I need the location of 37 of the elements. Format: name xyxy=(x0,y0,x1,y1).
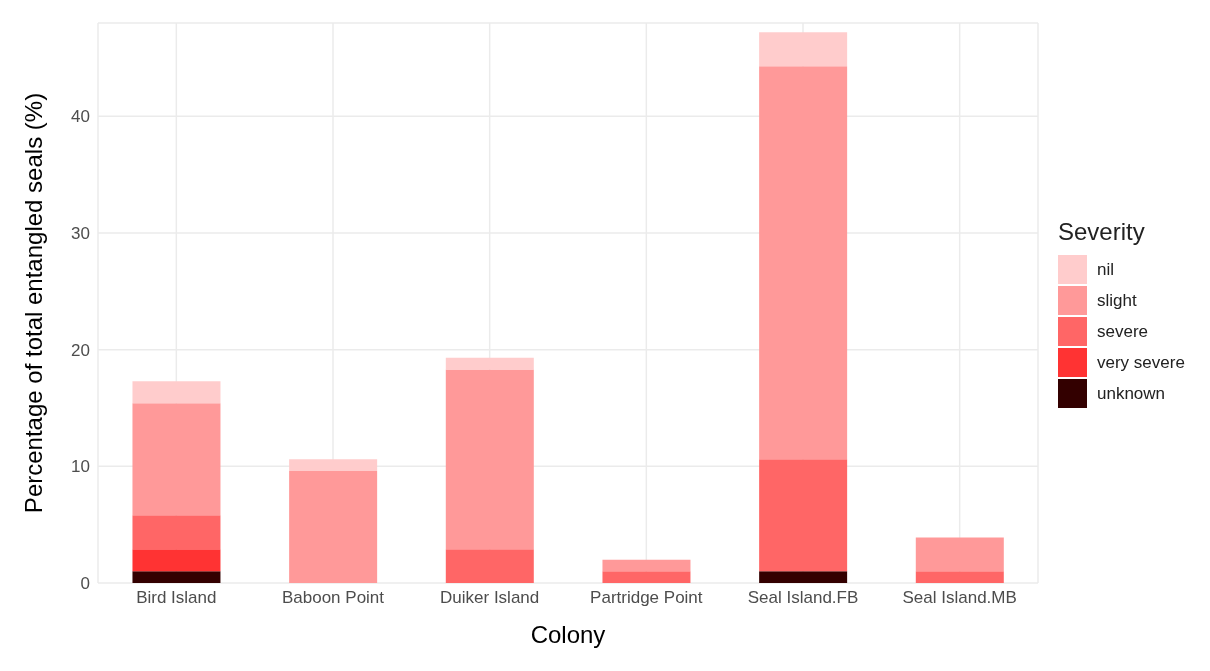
x-tick-label: Duiker Island xyxy=(440,588,540,608)
y-tick-label: 20 xyxy=(71,340,90,360)
x-tick-label: Baboon Point xyxy=(281,588,385,608)
x-tick-label: Partridge Point xyxy=(590,588,703,608)
bar xyxy=(759,571,848,583)
bar xyxy=(445,357,534,370)
bar xyxy=(759,32,848,67)
bar xyxy=(602,559,691,572)
x-tick-label: Seal Island.MB xyxy=(902,588,1017,608)
bar xyxy=(915,571,1004,583)
legend-label: unknown xyxy=(1097,383,1166,404)
legend-label: slight xyxy=(1097,290,1137,311)
bar xyxy=(759,66,848,460)
bar xyxy=(289,471,378,583)
bar xyxy=(759,459,848,572)
bar xyxy=(915,537,1004,572)
bar xyxy=(132,571,221,583)
bar xyxy=(132,403,221,516)
y-tick-label: 40 xyxy=(71,107,90,127)
bar xyxy=(289,459,378,471)
legend-label: severe xyxy=(1097,321,1149,342)
bar xyxy=(132,381,221,404)
y-tick-label: 0 xyxy=(80,574,90,594)
x-tick-label: Bird Island xyxy=(136,588,217,608)
bar xyxy=(132,515,221,550)
x-tick-label: Seal Island.FB xyxy=(747,588,859,608)
y-axis-title: Percentage of total entangled seals (%) xyxy=(19,92,47,514)
x-axis-title: Colony xyxy=(530,621,606,648)
legend-title: Severity xyxy=(1058,218,1146,246)
y-tick-label: 10 xyxy=(71,457,90,477)
bar xyxy=(445,369,534,550)
legend-label: very severe xyxy=(1097,352,1185,373)
bar xyxy=(132,549,221,572)
y-tick-label: 30 xyxy=(71,224,90,244)
bar xyxy=(445,549,534,583)
bar xyxy=(602,571,691,583)
legend-label: nil xyxy=(1097,259,1115,280)
